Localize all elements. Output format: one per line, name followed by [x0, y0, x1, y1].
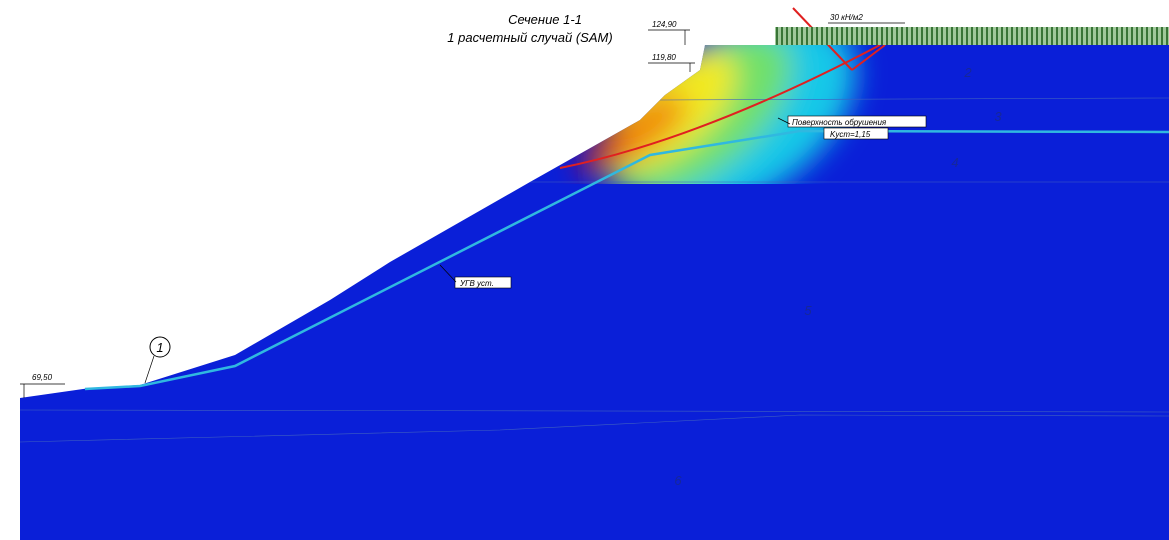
layer-number: 3 [994, 109, 1002, 124]
water-table-label: УГВ уст. [459, 279, 494, 288]
load-label: 30 кН/м2 [830, 13, 863, 22]
layer-number: 6 [674, 473, 682, 488]
factor-label: Kуст=1,15 [830, 130, 871, 139]
load [775, 27, 1169, 45]
title: Сечение 1-1 [508, 12, 582, 27]
layer-number: 2 [963, 65, 972, 80]
layer-number: 5 [804, 303, 812, 318]
layer-number: 1 [156, 340, 163, 355]
slip-surface [559, 44, 881, 169]
elevation: 119,80 [652, 53, 676, 62]
elevation: 69,50 [32, 373, 53, 382]
slip-label: Поверхность обрушения [792, 118, 887, 127]
elevation: 124,90 [652, 20, 677, 29]
subtitle: 1 расчетный случай (SAM) [447, 30, 612, 45]
layer-number: 4 [951, 155, 958, 170]
